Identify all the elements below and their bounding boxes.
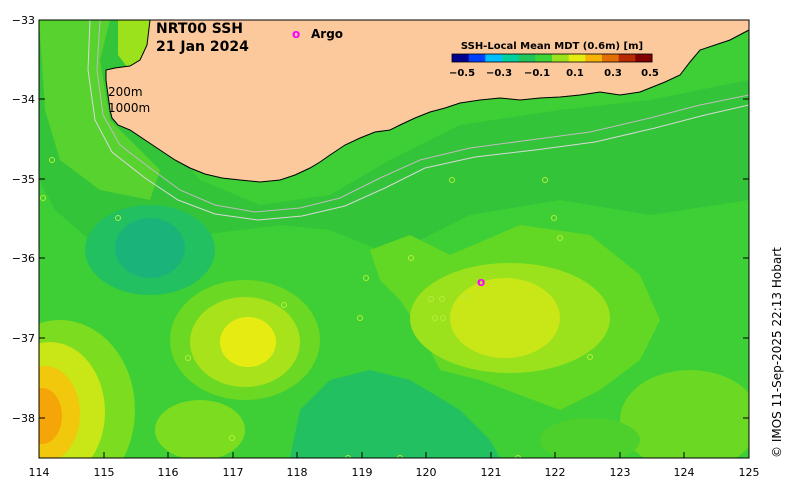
x-tick-label: 118	[287, 466, 308, 479]
argo-legend-marker: o	[292, 27, 300, 41]
y-tick-label: −33	[12, 14, 35, 27]
east-patch	[620, 370, 749, 458]
x-tick-label: 116	[158, 466, 179, 479]
argo-legend-label: Argo	[311, 27, 343, 41]
argo-float-marker[interactable]: o	[477, 275, 485, 289]
imos-credit: © IMOS 11-Sep-2025 22:13 Hobart	[770, 247, 784, 458]
obs-dot	[357, 315, 363, 321]
x-tick-marks	[38, 452, 750, 458]
warm-eddy-west-inner	[220, 317, 276, 367]
sw-anomaly-core	[39, 388, 62, 444]
colorbar-tick: −0.1	[524, 68, 550, 79]
colorbar-segment	[618, 54, 636, 62]
south-patch	[155, 400, 245, 458]
x-tick-label: 125	[739, 466, 760, 479]
y-tick-label: −38	[12, 412, 35, 425]
obs-dot	[557, 235, 563, 241]
colorbar-segment	[635, 54, 653, 62]
map-date: 21 Jan 2024	[156, 39, 249, 55]
colorbar-segment	[568, 54, 586, 62]
obs-dot	[40, 195, 46, 201]
coastal-green	[39, 20, 160, 200]
x-tick-label: 124	[674, 466, 695, 479]
colorbar-tick: −0.5	[449, 68, 475, 79]
colorbar-segment	[585, 54, 603, 62]
slope-band	[39, 20, 749, 260]
cool-eddy-inner	[115, 218, 185, 278]
colorbar-segment	[518, 54, 536, 62]
x-tick-label: 119	[352, 466, 373, 479]
obs-dot	[49, 157, 55, 163]
obs-dot	[449, 177, 455, 183]
colorbar-segment	[452, 54, 470, 62]
colorbar-segment	[468, 54, 486, 62]
colorbar-tick: 0.1	[566, 68, 584, 79]
x-tick-label: 122	[545, 466, 566, 479]
obs-dot	[115, 215, 121, 221]
x-axis: 114 115 116 117 118 119 120 121 122 123 …	[29, 452, 760, 479]
x-tick-label: 114	[29, 466, 50, 479]
plot-frame	[38, 19, 750, 459]
colorbar-segment	[485, 54, 503, 62]
x-tick-label: 117	[223, 466, 244, 479]
isobath-1000m-label: 1000m	[108, 101, 150, 115]
warm-eddy-east-inner	[450, 278, 560, 358]
colorbar-tick: 0.3	[604, 68, 622, 79]
obs-dot	[587, 354, 593, 360]
colorbar-segments	[452, 54, 653, 62]
y-axis: −33 −34 −35 −36 −37 −38	[12, 14, 749, 425]
x-tick-label: 123	[610, 466, 631, 479]
obs-dot	[397, 455, 403, 458]
y-tick-label: −36	[12, 252, 35, 265]
isobath-1000m	[87, 20, 749, 221]
obs-dot	[345, 455, 351, 458]
isobath-200m	[96, 20, 749, 213]
x-tick-label: 121	[481, 466, 502, 479]
colorbar-tick: −0.3	[486, 68, 512, 79]
obs-dot	[363, 275, 369, 281]
obs-dot	[440, 315, 446, 321]
colorbar: SSH-Local Mean MDT (0.6m) [m] −0.5 −0.3 …	[449, 41, 659, 79]
y-tick-marks	[39, 19, 749, 419]
plot-area: o	[39, 20, 749, 458]
obs-dot	[515, 455, 521, 458]
south-band	[290, 370, 500, 458]
obs-dot	[185, 355, 191, 361]
obs-dot	[432, 315, 438, 321]
obs-dot	[281, 302, 287, 308]
colorbar-segment	[535, 54, 553, 62]
colorbar-title: SSH-Local Mean MDT (0.6m) [m]	[461, 41, 643, 52]
colorbar-segment	[502, 54, 520, 62]
y-tick-label: −34	[12, 93, 35, 106]
east-patch-2	[540, 418, 640, 458]
obs-dot	[439, 296, 445, 302]
colorbar-frame	[451, 53, 653, 63]
isobath-200m-label: 200m	[108, 85, 143, 99]
colorbar-segment	[602, 54, 620, 62]
map-title: NRT00 SSH	[156, 21, 243, 37]
obs-dot	[462, 294, 468, 300]
y-tick-label: −35	[12, 173, 35, 186]
obs-dots	[40, 157, 593, 458]
x-tick-label: 120	[416, 466, 437, 479]
obs-dot	[551, 215, 557, 221]
colorbar-tick: 0.5	[641, 68, 659, 79]
obs-dot	[229, 435, 235, 441]
colorbar-segment	[552, 54, 570, 62]
obs-dot	[428, 296, 434, 302]
y-tick-label: −37	[12, 332, 35, 345]
obs-dot	[542, 177, 548, 183]
obs-dot	[408, 255, 414, 261]
x-tick-label: 115	[94, 466, 115, 479]
